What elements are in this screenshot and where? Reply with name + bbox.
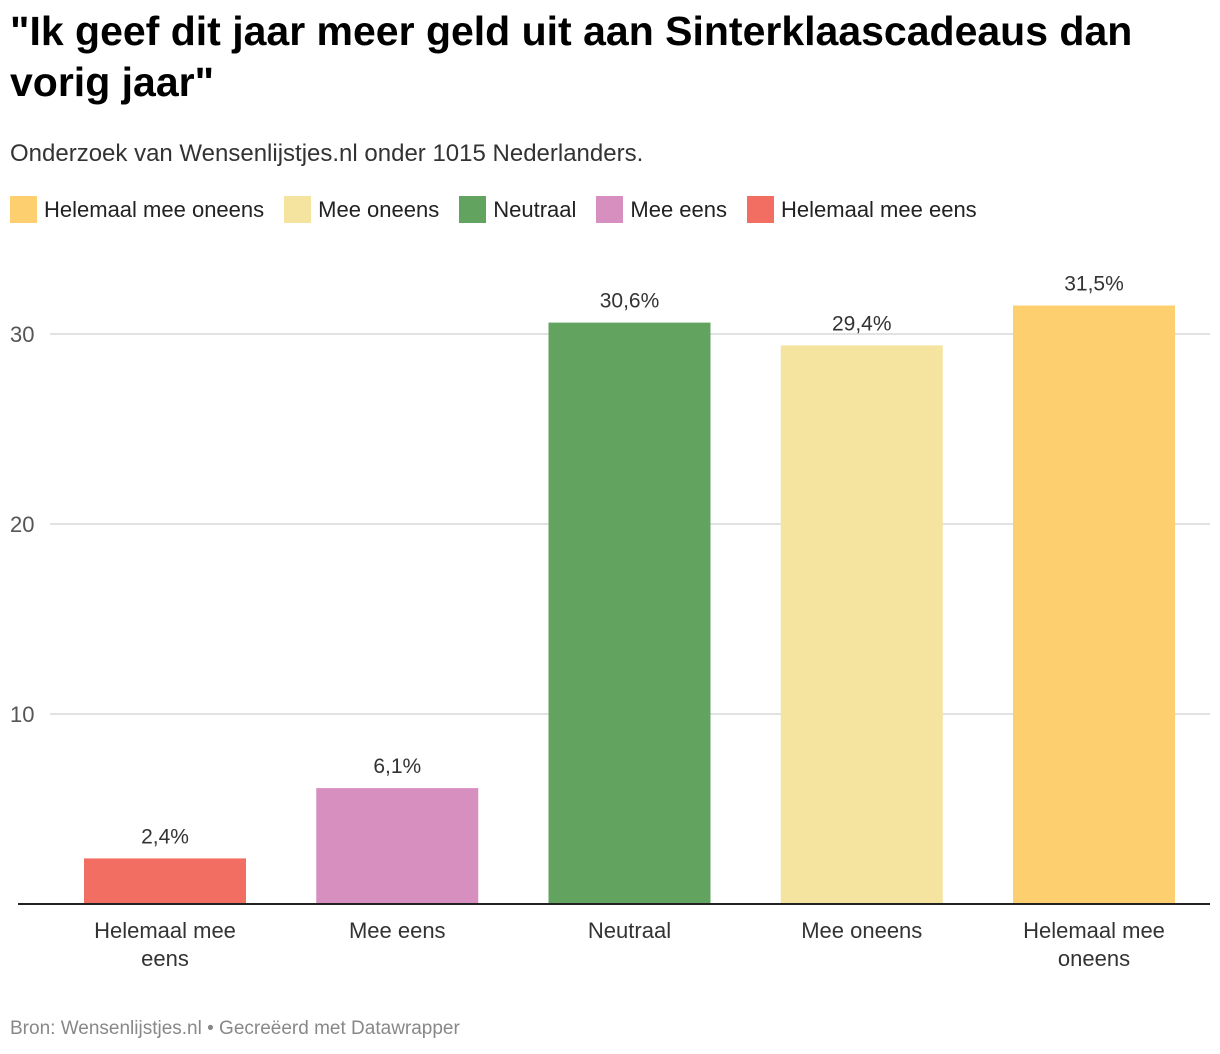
bar xyxy=(316,788,479,904)
data-label: 6,1% xyxy=(373,755,421,778)
data-label: 29,4% xyxy=(832,312,892,335)
legend-swatch xyxy=(10,196,37,223)
chart-title: "Ik geef dit jaar meer geld uit aan Sint… xyxy=(10,8,1133,105)
legend-swatch xyxy=(596,196,624,223)
y-tick-label: 30 xyxy=(10,322,34,347)
legend-label: Mee eens xyxy=(630,196,728,222)
legend-label: Mee oneens xyxy=(318,196,440,222)
data-label: 31,5% xyxy=(1064,273,1124,296)
y-tick-label: 10 xyxy=(10,702,34,727)
chart-subtitle: Onderzoek van Wensenlijstjes.nl onder 10… xyxy=(10,140,644,167)
bar xyxy=(84,858,246,904)
data-label: 30,6% xyxy=(600,290,660,313)
legend-swatch xyxy=(284,196,312,223)
legend-label: Neutraal xyxy=(493,196,577,222)
x-tick-label: Helemaal mee xyxy=(94,918,236,943)
legend-item-neutraal: Neutraal xyxy=(459,196,576,223)
y-tick-label: 20 xyxy=(10,512,34,537)
legend: Helemaal mee oneens Mee oneens Neutraal … xyxy=(10,196,997,223)
legend-item-helemaal-mee-oneens: Helemaal mee oneens xyxy=(10,196,264,223)
legend-label: Helemaal mee eens xyxy=(781,196,977,222)
data-label: 2,4% xyxy=(141,825,189,848)
legend-swatch xyxy=(747,196,775,223)
x-tick-label: oneens xyxy=(1058,946,1130,971)
legend-swatch xyxy=(459,196,487,223)
x-tick-label: Mee eens xyxy=(349,918,446,943)
bar xyxy=(780,345,943,904)
legend-item-mee-eens: Mee eens xyxy=(596,196,727,223)
bar xyxy=(548,322,711,905)
legend-item-helemaal-mee-eens: Helemaal mee eens xyxy=(747,196,977,223)
x-tick-label: eens xyxy=(141,946,189,971)
legend-label: Helemaal mee oneens xyxy=(44,196,265,222)
x-tick-label: Mee oneens xyxy=(801,918,922,943)
bar xyxy=(1013,305,1175,904)
x-tick-label: Neutraal xyxy=(588,918,671,943)
bar-chart: 10 20 30 2,4% Helemaal mee eens 6,1% Mee eens 30… xyxy=(10,273,1210,971)
legend-item-mee-oneens: Mee oneens xyxy=(284,196,439,223)
source-footer: Bron: Wensenlijstjes.nl • Gecreëerd met … xyxy=(10,1018,460,1039)
x-tick-label: Helemaal mee xyxy=(1023,918,1165,943)
